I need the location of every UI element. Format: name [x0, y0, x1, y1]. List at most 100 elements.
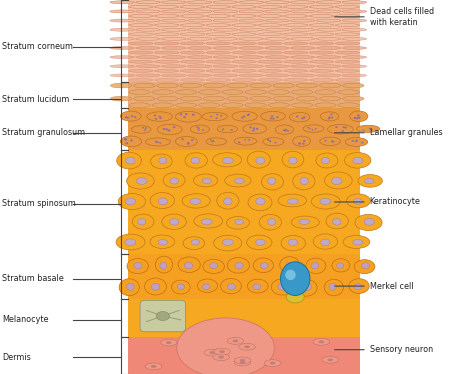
Ellipse shape	[250, 96, 271, 101]
Ellipse shape	[239, 10, 264, 13]
Ellipse shape	[265, 65, 289, 68]
Ellipse shape	[110, 83, 132, 88]
Circle shape	[241, 117, 244, 119]
Ellipse shape	[239, 74, 264, 77]
Ellipse shape	[162, 65, 186, 68]
Ellipse shape	[206, 138, 227, 145]
Ellipse shape	[283, 51, 308, 54]
Ellipse shape	[180, 24, 205, 27]
Ellipse shape	[303, 125, 324, 132]
Ellipse shape	[146, 363, 162, 370]
Ellipse shape	[162, 37, 186, 40]
Ellipse shape	[338, 90, 359, 95]
Ellipse shape	[147, 112, 173, 121]
Ellipse shape	[160, 262, 166, 269]
Ellipse shape	[332, 259, 350, 272]
Ellipse shape	[342, 56, 367, 59]
Ellipse shape	[256, 157, 265, 164]
Ellipse shape	[349, 279, 369, 293]
Ellipse shape	[213, 1, 237, 4]
Ellipse shape	[136, 19, 160, 22]
Ellipse shape	[210, 263, 218, 269]
Text: Stratum granulosum: Stratum granulosum	[2, 128, 85, 137]
Ellipse shape	[271, 279, 293, 295]
Circle shape	[355, 141, 357, 142]
Text: Melanocyte: Melanocyte	[2, 315, 49, 324]
Ellipse shape	[258, 5, 282, 8]
Circle shape	[247, 114, 250, 116]
Ellipse shape	[258, 15, 282, 18]
Ellipse shape	[213, 10, 237, 13]
Ellipse shape	[265, 46, 289, 49]
Ellipse shape	[117, 152, 141, 169]
Ellipse shape	[365, 178, 374, 184]
Ellipse shape	[120, 111, 141, 121]
Ellipse shape	[128, 5, 153, 8]
Ellipse shape	[342, 10, 367, 13]
Ellipse shape	[137, 219, 146, 225]
Circle shape	[185, 113, 188, 115]
Ellipse shape	[162, 46, 186, 49]
Ellipse shape	[335, 42, 360, 45]
Circle shape	[283, 129, 285, 131]
Text: Stratum spinosum: Stratum spinosum	[2, 199, 76, 208]
Circle shape	[335, 126, 337, 128]
Ellipse shape	[335, 79, 360, 82]
Ellipse shape	[157, 96, 178, 101]
Circle shape	[307, 127, 309, 128]
Ellipse shape	[239, 19, 264, 22]
Ellipse shape	[320, 198, 331, 205]
Circle shape	[298, 143, 301, 145]
Circle shape	[343, 126, 345, 128]
Ellipse shape	[187, 37, 212, 40]
Ellipse shape	[278, 283, 286, 290]
Circle shape	[124, 138, 127, 140]
Ellipse shape	[291, 1, 315, 4]
Ellipse shape	[291, 10, 315, 13]
Ellipse shape	[220, 278, 241, 294]
Circle shape	[247, 114, 249, 116]
Ellipse shape	[187, 10, 212, 13]
Ellipse shape	[291, 19, 315, 22]
Ellipse shape	[270, 362, 275, 365]
Ellipse shape	[227, 217, 249, 229]
Ellipse shape	[282, 151, 304, 168]
Ellipse shape	[128, 24, 153, 27]
Circle shape	[249, 126, 252, 128]
Ellipse shape	[210, 351, 215, 354]
Ellipse shape	[258, 69, 282, 72]
Ellipse shape	[127, 173, 154, 189]
Ellipse shape	[128, 42, 153, 45]
Ellipse shape	[162, 214, 186, 229]
Circle shape	[125, 116, 128, 118]
Circle shape	[155, 141, 157, 142]
Ellipse shape	[246, 235, 272, 250]
Ellipse shape	[291, 216, 319, 229]
Ellipse shape	[283, 79, 308, 82]
Circle shape	[303, 140, 306, 142]
Ellipse shape	[136, 74, 160, 77]
Ellipse shape	[258, 79, 282, 82]
Circle shape	[210, 116, 212, 117]
Circle shape	[303, 116, 305, 118]
Ellipse shape	[206, 79, 230, 82]
Ellipse shape	[213, 28, 237, 31]
Ellipse shape	[273, 83, 294, 88]
Ellipse shape	[213, 46, 237, 49]
Ellipse shape	[127, 283, 134, 290]
Ellipse shape	[157, 124, 182, 135]
Circle shape	[274, 142, 276, 144]
Ellipse shape	[180, 51, 205, 54]
Ellipse shape	[316, 56, 341, 59]
Ellipse shape	[281, 236, 306, 251]
Ellipse shape	[213, 74, 237, 77]
Ellipse shape	[267, 218, 276, 225]
Ellipse shape	[128, 15, 153, 18]
Ellipse shape	[306, 258, 326, 273]
Ellipse shape	[268, 90, 290, 95]
Ellipse shape	[172, 280, 190, 294]
Ellipse shape	[343, 83, 364, 88]
Ellipse shape	[258, 51, 282, 54]
Ellipse shape	[299, 219, 310, 224]
Ellipse shape	[128, 60, 153, 63]
